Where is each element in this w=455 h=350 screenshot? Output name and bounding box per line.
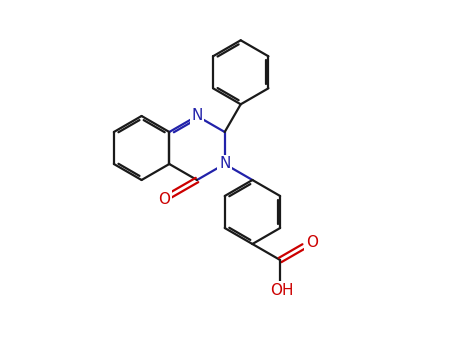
Text: N: N [191, 108, 202, 124]
Text: O: O [158, 191, 170, 206]
Text: N: N [219, 156, 230, 172]
Text: OH: OH [270, 283, 294, 298]
Text: O: O [306, 235, 318, 250]
